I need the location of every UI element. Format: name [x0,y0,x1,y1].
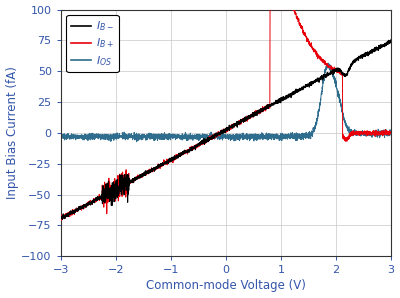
Y-axis label: Input Bias Current (fA): Input Bias Current (fA) [6,66,18,199]
X-axis label: Common-mode Voltage (V): Common-mode Voltage (V) [146,280,306,292]
Legend: $I_{B-}$, $I_{B+}$, $I_{OS}$: $I_{B-}$, $I_{B+}$, $I_{OS}$ [66,15,118,72]
